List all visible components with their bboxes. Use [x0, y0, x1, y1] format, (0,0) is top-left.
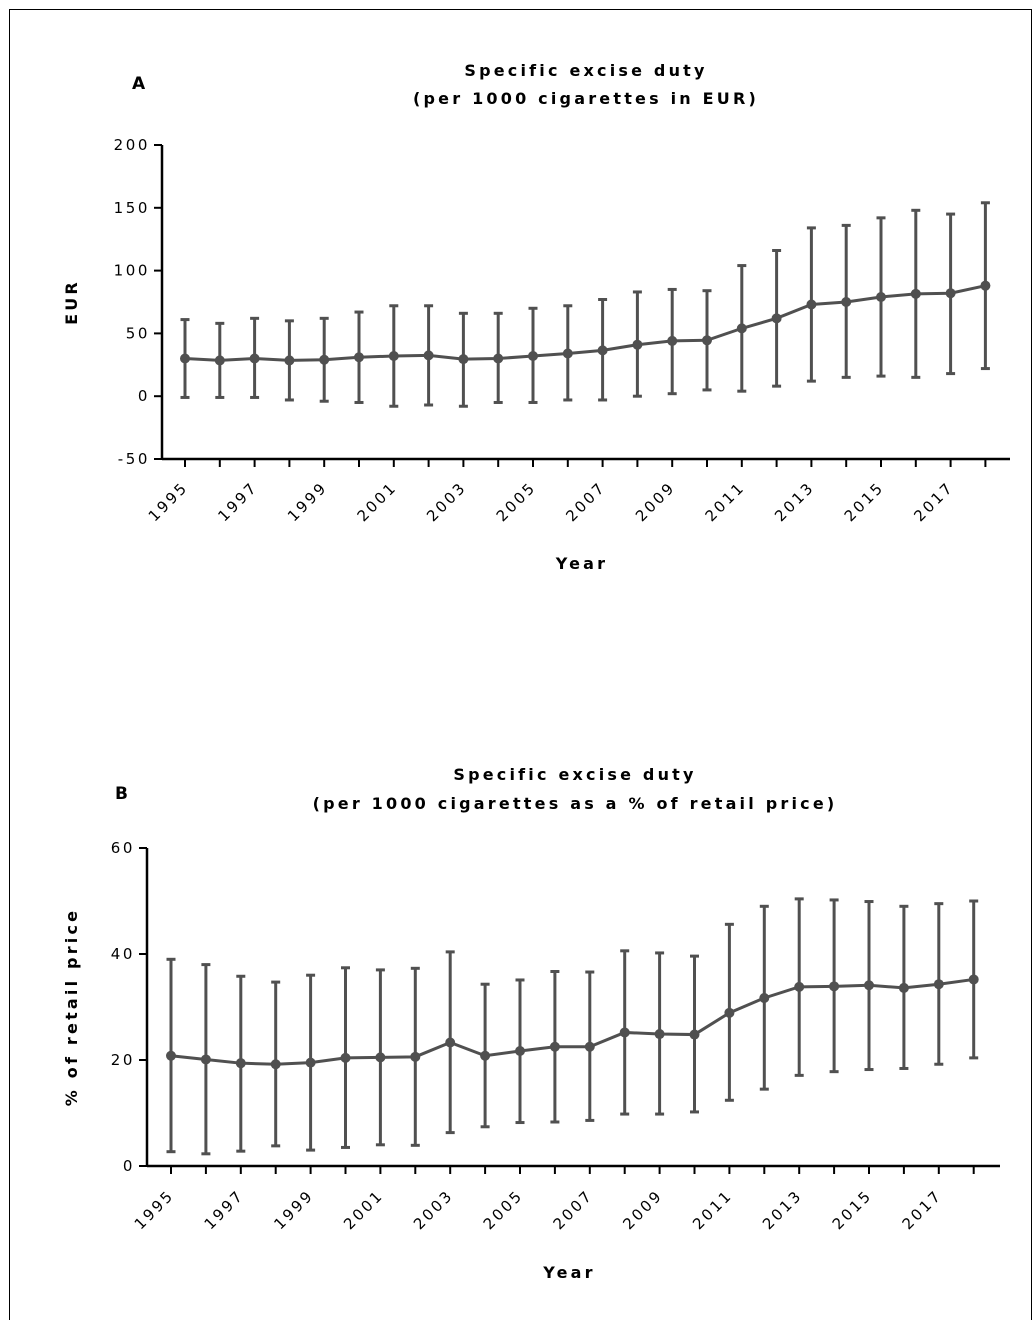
- x-tick-label: 2015: [829, 1186, 876, 1233]
- data-point: [667, 335, 678, 346]
- data-point: [445, 1037, 456, 1048]
- data-point: [933, 979, 944, 990]
- data-point: [632, 339, 643, 350]
- chart-subtitle: (per 1000 cigarettes as a % of retail pr…: [313, 794, 838, 813]
- panel-a: A Specific excise duty (per 1000 cigarette…: [62, 61, 1010, 573]
- y-tick-label: 200: [114, 136, 150, 154]
- y-tick-label: 20: [111, 1051, 135, 1069]
- chart-title: Specific excise duty: [464, 61, 707, 80]
- data-point: [597, 345, 608, 356]
- data-point: [864, 980, 874, 991]
- data-point: [945, 288, 956, 299]
- x-tick-label: 2011: [702, 478, 749, 525]
- x-tick-label: 2009: [632, 478, 679, 525]
- data-point: [458, 354, 469, 365]
- y-tick-label: 0: [123, 1157, 135, 1175]
- data-point: [910, 288, 921, 299]
- data-point: [654, 1029, 665, 1040]
- chart-subtitle: (per 1000 cigarettes in EUR): [413, 89, 759, 108]
- x-tick-label: 2013: [771, 478, 818, 525]
- data-point: [724, 1007, 735, 1018]
- x-tick-label: 2017: [899, 1186, 946, 1233]
- panel-letter: B: [115, 784, 128, 804]
- data-point: [284, 355, 295, 366]
- y-tick-label: 100: [114, 262, 150, 280]
- x-tick-label: 1995: [145, 478, 192, 525]
- x-tick-label: 2015: [841, 478, 888, 525]
- y-tick-label: 150: [114, 199, 150, 217]
- x-tick-label: 2017: [910, 478, 957, 525]
- y-tick-label: 40: [111, 945, 135, 963]
- chart-canvas: A Specific excise duty (per 1000 cigarette…: [62, 61, 1010, 1282]
- x-tick-label: 1999: [270, 1186, 317, 1233]
- data-point: [968, 974, 979, 985]
- x-tick-label: 2005: [480, 1186, 527, 1233]
- data-point: [876, 291, 886, 302]
- data-point: [480, 1050, 491, 1061]
- series-line: [170, 977, 974, 1066]
- data-point: [898, 982, 909, 993]
- data-point: [549, 1041, 560, 1052]
- data-point: [200, 1054, 211, 1065]
- x-tick-label: 1997: [214, 478, 261, 525]
- data-point: [354, 352, 364, 363]
- data-point: [375, 1052, 386, 1063]
- data-point: [214, 355, 225, 366]
- y-tick-label: 50: [126, 324, 150, 342]
- y-tick-label: 60: [111, 839, 135, 857]
- x-tick-label: 2003: [410, 1186, 457, 1233]
- data-point: [340, 1052, 351, 1063]
- data-point: [423, 350, 434, 361]
- data-point: [493, 353, 504, 364]
- x-tick-label: 2013: [759, 1186, 806, 1233]
- x-tick-label: 2007: [562, 478, 609, 525]
- x-axis-label: Year: [542, 1263, 595, 1282]
- data-point: [980, 280, 991, 291]
- data-point: [319, 354, 330, 365]
- data-point: [829, 981, 840, 992]
- figure-frame: A Specific excise duty (per 1000 cigarette…: [9, 9, 1032, 1320]
- data-point: [841, 297, 852, 307]
- data-point: [702, 335, 712, 346]
- x-tick-label: 2001: [354, 478, 401, 525]
- data-point: [388, 351, 399, 362]
- data-point: [528, 351, 538, 362]
- panel-letter: A: [132, 74, 146, 94]
- data-point: [166, 1050, 176, 1061]
- y-tick-label: 0: [138, 387, 150, 405]
- data-point: [235, 1058, 246, 1069]
- series-line: [184, 284, 986, 362]
- x-axis-label: Year: [555, 554, 608, 573]
- panel-b: B Specific excise duty (per 1000 cigarette…: [62, 765, 1000, 1282]
- x-tick-label: 2003: [423, 478, 470, 525]
- x-tick-label: 1997: [201, 1186, 248, 1233]
- data-point: [270, 1059, 281, 1070]
- data-point: [305, 1057, 316, 1068]
- x-tick-label: 2005: [493, 478, 540, 525]
- data-point: [515, 1045, 525, 1056]
- data-point: [249, 353, 260, 364]
- x-tick-label: 2011: [689, 1186, 736, 1233]
- chart-title: Specific excise duty: [453, 765, 696, 784]
- data-point: [794, 981, 805, 992]
- x-tick-label: 1999: [284, 478, 331, 525]
- data-point: [619, 1027, 630, 1038]
- x-tick-label: 1995: [131, 1186, 178, 1233]
- data-point: [771, 313, 782, 324]
- data-point: [689, 1029, 700, 1040]
- data-point: [736, 323, 747, 334]
- data-point: [759, 992, 770, 1003]
- data-point: [806, 299, 817, 310]
- data-point: [584, 1041, 595, 1052]
- data-point: [410, 1051, 421, 1062]
- data-point: [562, 348, 573, 359]
- y-axis-label: EUR: [62, 279, 81, 325]
- x-tick-label: 2001: [340, 1186, 387, 1233]
- data-point: [180, 353, 190, 364]
- x-tick-label: 2009: [619, 1186, 666, 1233]
- y-tick-label: -50: [118, 450, 150, 468]
- x-tick-label: 2007: [550, 1186, 597, 1233]
- y-axis-label: % of retail price: [62, 908, 81, 1106]
